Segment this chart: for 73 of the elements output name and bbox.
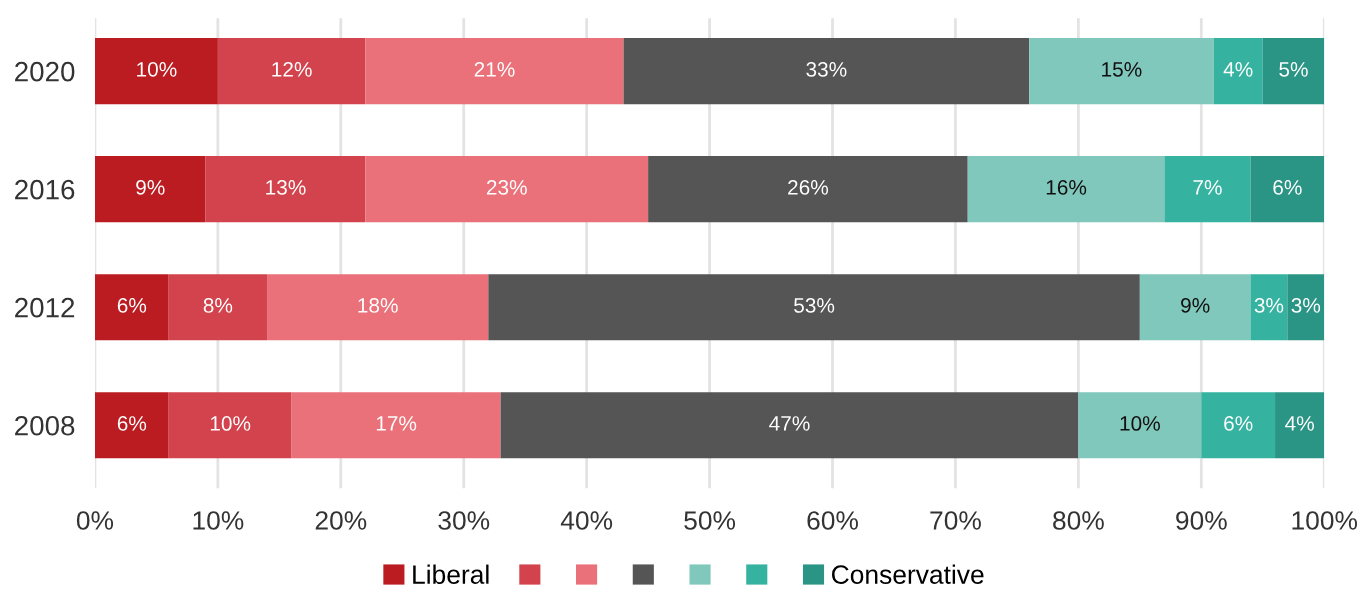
bar (94, 156, 206, 223)
data-label: 47% (769, 416, 810, 431)
x-tick-label: 30% (438, 511, 490, 530)
data-label: 10% (1120, 416, 1160, 431)
bar (1250, 274, 1288, 341)
bar (1275, 392, 1325, 459)
x-tick-label: 40% (560, 511, 613, 530)
data-label: 6% (117, 416, 147, 431)
bar (1164, 156, 1251, 223)
data-label: 7% (1193, 180, 1222, 195)
bar (1139, 274, 1251, 341)
x-tick-label: 20% (315, 511, 367, 530)
y-tick-label: 2016 (15, 179, 75, 200)
bar (365, 156, 649, 223)
bar (1287, 274, 1325, 341)
x-tick-label: 60% (807, 511, 858, 530)
x-tick-label: 90% (1176, 511, 1227, 530)
data-label: 16% (1046, 180, 1087, 195)
data-label: 3% (1254, 298, 1284, 313)
x-tick-label: 70% (930, 511, 981, 530)
data-label: 33% (806, 61, 847, 77)
bar (1250, 156, 1325, 223)
bar (1201, 392, 1276, 459)
data-label: 4% (1223, 62, 1253, 77)
data-label: 9% (136, 180, 165, 195)
data-label: 6% (1224, 416, 1253, 431)
data-label: 8% (203, 298, 233, 313)
x-tick-label: 10% (193, 511, 244, 530)
bar (94, 392, 169, 459)
bar (291, 392, 501, 459)
data-label: 4% (1285, 416, 1314, 431)
data-label: 12% (272, 61, 312, 77)
bar (648, 156, 968, 223)
data-label: 26% (788, 180, 829, 195)
bar (623, 38, 1030, 105)
legend-label: Conservative (832, 564, 984, 584)
data-label: 10% (210, 416, 251, 431)
data-label: 6% (117, 298, 147, 313)
data-label: 10% (137, 61, 177, 77)
legend-label: Liberal (413, 564, 489, 584)
data-label: 23% (486, 180, 527, 195)
x-tick-label: 0% (76, 511, 114, 530)
bar (1262, 38, 1325, 105)
data-label: 13% (266, 180, 306, 195)
bar (488, 274, 1140, 341)
x-tick-label: 100% (1292, 511, 1358, 530)
data-label: 15% (1102, 62, 1142, 77)
bar (168, 392, 292, 459)
x-tick-label: 50% (684, 511, 736, 530)
y-tick-label: 2008 (15, 415, 75, 436)
bar (205, 156, 366, 223)
bar (1213, 38, 1263, 105)
data-label: 18% (358, 298, 398, 313)
x-tick-label: 80% (1053, 511, 1104, 530)
y-tick-label: 2020 (15, 61, 75, 82)
data-label: 5% (1279, 62, 1308, 77)
data-label: 6% (1273, 180, 1302, 195)
data-label: 21% (474, 61, 515, 77)
y-tick-label: 2012 (15, 297, 75, 318)
data-label: 9% (1181, 298, 1210, 313)
bar (1078, 392, 1202, 459)
bar (267, 274, 489, 341)
bar (94, 38, 218, 105)
bar (967, 156, 1165, 223)
bar (94, 274, 169, 341)
bar (168, 274, 268, 341)
bar (500, 392, 1079, 459)
bar (365, 38, 624, 105)
bar (217, 38, 366, 105)
data-label: 53% (794, 298, 835, 313)
bar (1029, 38, 1214, 105)
data-label: 17% (376, 416, 417, 431)
data-label: 3% (1291, 298, 1321, 313)
